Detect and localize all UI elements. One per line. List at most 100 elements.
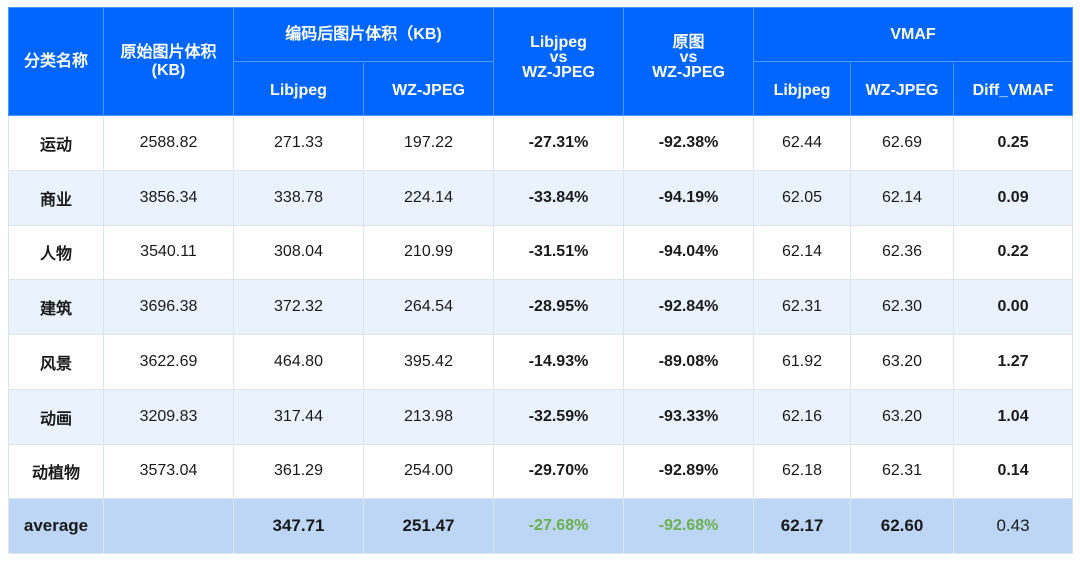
table-row: 动画 3209.83 317.44 213.98 -32.59% -93.33%… xyxy=(8,388,1074,445)
cell-enc-wzjpeg: 213.98 xyxy=(362,388,495,445)
cell-category: 商业 xyxy=(8,169,104,226)
cell-lib-vs-wz: -32.59% xyxy=(493,388,625,445)
cell-orig-vs-wz: -92.89% xyxy=(623,443,755,500)
cell-vmaf-diff: 0.25 xyxy=(953,115,1074,171)
header-lib-vs-wz-line3: WZ-JPEG xyxy=(522,64,595,81)
cell-vmaf-diff: 0.00 xyxy=(953,279,1074,335)
cell-vmaf-wzjpeg: 63.20 xyxy=(850,388,955,445)
header-orig-vs-wz-line3: WZ-JPEG xyxy=(652,64,725,81)
header-original-size-unit: (KB) xyxy=(151,62,186,79)
cell-vmaf-libjpeg: 62.16 xyxy=(753,388,852,445)
cell-original-size: 3209.83 xyxy=(103,388,234,445)
header-row-1: 分类名称 原始图片体积 (KB) 编码后图片体积（KB) Libjpeg vs … xyxy=(8,7,1074,116)
cell-enc-wzjpeg: 197.22 xyxy=(362,115,495,171)
header-encoded-size-label: 编码后图片体积（KB) xyxy=(285,25,442,43)
cell-vmaf-libjpeg: 62.05 xyxy=(753,169,852,226)
cell-original-size: 3856.34 xyxy=(103,169,234,226)
header-lib-vs-wz-line1: Libjpeg xyxy=(530,34,587,51)
header-enc-wzjpeg: WZ-JPEG xyxy=(362,61,495,116)
header-orig-vs-wz-line1: 原图 xyxy=(672,34,705,51)
cell-vmaf-libjpeg: 62.31 xyxy=(753,279,852,335)
header-vmaf-libjpeg: Libjpeg xyxy=(753,61,852,116)
comparison-table: 分类名称 原始图片体积 (KB) 编码后图片体积（KB) Libjpeg vs … xyxy=(8,7,1074,554)
cell-vmaf-libjpeg: 62.14 xyxy=(753,224,852,281)
table-row: 动植物 3573.04 361.29 254.00 -29.70% -92.89… xyxy=(8,443,1074,500)
cell-vmaf-diff: 0.22 xyxy=(953,224,1074,281)
cell-orig-vs-wz: -89.08% xyxy=(623,334,755,390)
cell-average-vmaf-libjpeg: 62.17 xyxy=(753,498,852,554)
cell-enc-libjpeg: 361.29 xyxy=(233,443,364,500)
table-row: 风景 3622.69 464.80 395.42 -14.93% -89.08%… xyxy=(8,334,1074,390)
header-vmaf-label: VMAF xyxy=(890,25,936,43)
cell-vmaf-diff: 0.09 xyxy=(953,169,1074,226)
cell-average-vmaf-wzjpeg: 62.60 xyxy=(850,498,955,554)
cell-vmaf-wzjpeg: 63.20 xyxy=(850,334,955,390)
cell-vmaf-wzjpeg: 62.36 xyxy=(850,224,955,281)
cell-vmaf-libjpeg: 62.44 xyxy=(753,115,852,171)
cell-category: 运动 xyxy=(8,115,104,171)
cell-enc-libjpeg: 317.44 xyxy=(233,388,364,445)
header-category: 分类名称 xyxy=(8,7,104,116)
cell-original-size: 3540.11 xyxy=(103,224,234,281)
cell-enc-libjpeg: 372.32 xyxy=(233,279,364,335)
cell-average-original xyxy=(103,498,234,554)
cell-vmaf-wzjpeg: 62.14 xyxy=(850,169,955,226)
table-row: 运动 2588.82 271.33 197.22 -27.31% -92.38%… xyxy=(8,115,1074,171)
cell-orig-vs-wz: -92.38% xyxy=(623,115,755,171)
cell-enc-wzjpeg: 395.42 xyxy=(362,334,495,390)
cell-lib-vs-wz: -29.70% xyxy=(493,443,625,500)
cell-orig-vs-wz: -92.84% xyxy=(623,279,755,335)
cell-orig-vs-wz: -94.19% xyxy=(623,169,755,226)
cell-average-label: average xyxy=(8,498,104,554)
cell-lib-vs-wz: -31.51% xyxy=(493,224,625,281)
cell-average-vmaf-diff: 0.43 xyxy=(953,498,1074,554)
cell-category: 动画 xyxy=(8,388,104,445)
cell-vmaf-wzjpeg: 62.30 xyxy=(850,279,955,335)
cell-original-size: 3696.38 xyxy=(103,279,234,335)
cell-category: 建筑 xyxy=(8,279,104,335)
cell-vmaf-wzjpeg: 62.31 xyxy=(850,443,955,500)
header-vmaf: VMAF xyxy=(753,7,1074,62)
header-original-vs-wzjpeg: 原图 vs WZ-JPEG xyxy=(623,7,755,116)
header-vmaf-wzjpeg: WZ-JPEG xyxy=(850,61,955,116)
cell-vmaf-diff: 0.14 xyxy=(953,443,1074,500)
cell-average-lib-vs-wz: -27.68% xyxy=(493,498,625,554)
cell-enc-wzjpeg: 264.54 xyxy=(362,279,495,335)
cell-lib-vs-wz: -14.93% xyxy=(493,334,625,390)
cell-vmaf-diff: 1.27 xyxy=(953,334,1074,390)
header-libjpeg-vs-wzjpeg: Libjpeg vs WZ-JPEG xyxy=(493,7,625,116)
cell-orig-vs-wz: -93.33% xyxy=(623,388,755,445)
cell-orig-vs-wz: -94.04% xyxy=(623,224,755,281)
cell-average-enc-wzjpeg: 251.47 xyxy=(362,498,495,554)
cell-vmaf-wzjpeg: 62.69 xyxy=(850,115,955,171)
header-orig-vs-wz-line2: vs xyxy=(679,49,698,66)
cell-category: 动植物 xyxy=(8,443,104,500)
cell-enc-libjpeg: 308.04 xyxy=(233,224,364,281)
cell-original-size: 2588.82 xyxy=(103,115,234,171)
cell-enc-libjpeg: 271.33 xyxy=(233,115,364,171)
table-row: 人物 3540.11 308.04 210.99 -31.51% -94.04%… xyxy=(8,224,1074,281)
header-encoded-size: 编码后图片体积（KB) xyxy=(232,7,495,62)
cell-category: 人物 xyxy=(8,224,104,281)
cell-lib-vs-wz: -28.95% xyxy=(493,279,625,335)
header-enc-libjpeg: Libjpeg xyxy=(233,61,364,116)
header-vmaf-diff: Diff_VMAF xyxy=(953,61,1074,116)
cell-enc-wzjpeg: 224.14 xyxy=(362,169,495,226)
header-category-label: 分类名称 xyxy=(23,52,88,70)
cell-enc-libjpeg: 464.80 xyxy=(233,334,364,390)
average-row: average 347.71 251.47 -27.68% -92.68% 62… xyxy=(8,498,1074,554)
cell-enc-wzjpeg: 254.00 xyxy=(362,443,495,500)
cell-lib-vs-wz: -33.84% xyxy=(493,169,625,226)
cell-original-size: 3622.69 xyxy=(103,334,234,390)
table-row: 商业 3856.34 338.78 224.14 -33.84% -94.19%… xyxy=(8,169,1074,226)
cell-enc-libjpeg: 338.78 xyxy=(233,169,364,226)
header-original-size: 原始图片体积 (KB) xyxy=(103,7,234,116)
cell-average-orig-vs-wz: -92.68% xyxy=(623,498,755,554)
cell-enc-wzjpeg: 210.99 xyxy=(362,224,495,281)
cell-vmaf-libjpeg: 62.18 xyxy=(753,443,852,500)
cell-category: 风景 xyxy=(8,334,104,390)
header-row-2: Libjpeg WZ-JPEG Libjpeg WZ-JPEG Diff_VMA… xyxy=(9,61,1074,116)
cell-vmaf-libjpeg: 61.92 xyxy=(753,334,852,390)
cell-vmaf-diff: 1.04 xyxy=(953,388,1074,445)
header-lib-vs-wz-line2: vs xyxy=(549,49,568,66)
